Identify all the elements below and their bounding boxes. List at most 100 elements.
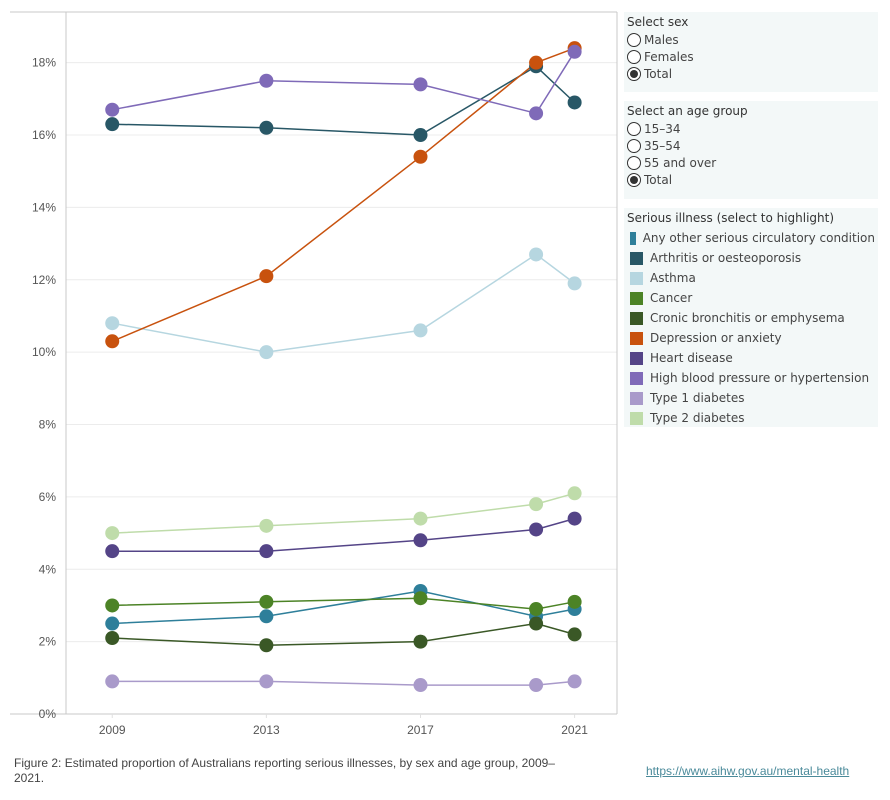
radio-unselected-icon[interactable]: [627, 155, 641, 170]
data-point[interactable]: [413, 511, 428, 526]
legend-item[interactable]: Cronic bronchitis or emphysema: [627, 308, 875, 328]
y-tick-label: 8%: [39, 418, 57, 432]
y-tick-label: 6%: [39, 490, 57, 504]
data-point[interactable]: [259, 609, 274, 624]
data-point[interactable]: [413, 149, 428, 164]
legend-item-label: Arthritis or oesteoporosis: [650, 251, 802, 265]
data-point[interactable]: [105, 616, 120, 631]
data-point[interactable]: [567, 486, 582, 501]
sex-option-label: Females: [644, 49, 694, 64]
data-point[interactable]: [413, 323, 428, 338]
legend-item-label: Depression or anxiety: [650, 331, 782, 345]
radio-unselected-icon[interactable]: [627, 32, 641, 47]
data-point[interactable]: [413, 591, 428, 606]
data-point[interactable]: [529, 247, 544, 262]
sex-option[interactable]: Total: [627, 65, 875, 82]
data-point[interactable]: [567, 95, 582, 110]
gridlines: [66, 62, 617, 643]
age-option[interactable]: 35–54: [627, 137, 875, 154]
data-point[interactable]: [529, 522, 544, 537]
sex-filter-title: Select sex: [627, 15, 689, 29]
age-option[interactable]: 15–34: [627, 120, 875, 137]
y-tick-label: 2%: [39, 635, 57, 649]
line-chart: 0%2%4%6%8%10%12%14%16%18% 2009 2013 2017 20…: [10, 11, 618, 737]
data-point[interactable]: [529, 602, 544, 617]
legend-item[interactable]: Cancer: [627, 288, 875, 308]
data-point[interactable]: [259, 120, 274, 135]
illness-legend: Serious illness (select to highlight) An…: [624, 208, 878, 427]
data-point[interactable]: [567, 511, 582, 526]
sex-option[interactable]: Females: [627, 48, 875, 65]
y-axis: 0% 2% 4% 6% 8% 10% 12% 14% 16% 18%: [32, 56, 56, 721]
data-point[interactable]: [105, 674, 120, 689]
data-point[interactable]: [567, 594, 582, 609]
y-tick-label: 16%: [32, 128, 56, 142]
age-option[interactable]: Total: [627, 171, 875, 188]
series-line: [112, 65, 576, 136]
radio-unselected-icon[interactable]: [627, 121, 641, 136]
series-line: [112, 253, 576, 353]
legend-swatch-icon: [630, 351, 643, 365]
data-point[interactable]: [413, 678, 428, 693]
legend-item[interactable]: Asthma: [627, 268, 875, 288]
legend-item[interactable]: High blood pressure or hypertension: [627, 368, 875, 388]
data-point[interactable]: [259, 594, 274, 609]
sex-option[interactable]: Males: [627, 31, 875, 48]
data-point[interactable]: [259, 73, 274, 88]
series-line: [112, 51, 576, 115]
data-point[interactable]: [529, 106, 544, 121]
radio-selected-icon[interactable]: [627, 66, 641, 81]
data-point[interactable]: [529, 616, 544, 631]
radio-selected-icon[interactable]: [627, 172, 641, 187]
legend-item[interactable]: Any other serious circulatory condition: [627, 228, 875, 248]
series-lines: [111, 47, 576, 686]
data-point[interactable]: [529, 497, 544, 512]
source-link[interactable]: https://www.aihw.gov.au/mental-health: [646, 764, 850, 778]
legend-swatch-icon: [630, 391, 643, 405]
radio-unselected-icon[interactable]: [627, 49, 641, 64]
data-point[interactable]: [259, 269, 274, 284]
data-point[interactable]: [105, 316, 120, 331]
data-point[interactable]: [567, 674, 582, 689]
series-line: [111, 47, 575, 342]
data-point[interactable]: [413, 128, 428, 143]
data-point[interactable]: [105, 526, 120, 541]
y-tick-label: 12%: [32, 273, 56, 287]
legend-item[interactable]: Heart disease: [627, 348, 875, 368]
legend-item[interactable]: Type 2 diabetes: [627, 408, 875, 428]
age-filter-title: Select an age group: [627, 104, 748, 118]
legend-item[interactable]: Type 1 diabetes: [627, 388, 875, 408]
sex-option-label: Total: [644, 66, 673, 81]
legend-item[interactable]: Depression or anxiety: [627, 328, 875, 348]
data-point[interactable]: [567, 627, 582, 642]
data-point[interactable]: [413, 533, 428, 548]
legend-title: Serious illness (select to highlight): [627, 211, 835, 225]
legend-item-label: Type 2 diabetes: [650, 411, 745, 425]
data-point[interactable]: [105, 102, 120, 117]
legend-item-label: Type 1 diabetes: [650, 391, 745, 405]
data-point[interactable]: [259, 674, 274, 689]
y-tick-label: 18%: [32, 56, 56, 70]
data-point[interactable]: [105, 334, 120, 349]
data-point[interactable]: [105, 598, 120, 613]
data-point[interactable]: [567, 44, 582, 59]
x-tick-label: 2017: [407, 723, 434, 737]
data-point[interactable]: [413, 77, 428, 92]
data-point[interactable]: [105, 117, 120, 132]
legend-swatch-icon: [630, 411, 643, 425]
data-point[interactable]: [529, 55, 544, 70]
legend-item-label: Any other serious circulatory condition: [642, 231, 875, 245]
data-point[interactable]: [529, 678, 544, 693]
data-point[interactable]: [105, 544, 120, 559]
age-option[interactable]: 55 and over: [627, 154, 875, 171]
data-point[interactable]: [567, 276, 582, 291]
radio-unselected-icon[interactable]: [627, 138, 641, 153]
sex-filter: Select sex Males Females Total: [624, 12, 878, 92]
data-point[interactable]: [413, 634, 428, 649]
data-point[interactable]: [259, 518, 274, 533]
data-point[interactable]: [105, 631, 120, 646]
data-point[interactable]: [259, 544, 274, 559]
data-point[interactable]: [259, 345, 274, 360]
legend-item[interactable]: Arthritis or oesteoporosis: [627, 248, 875, 268]
data-point[interactable]: [259, 638, 274, 653]
